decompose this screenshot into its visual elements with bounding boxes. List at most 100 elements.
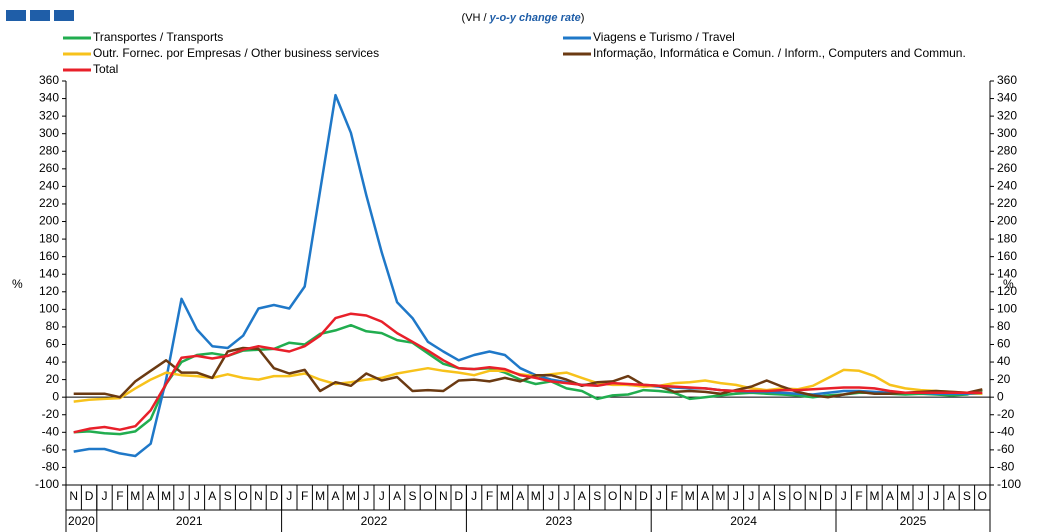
y-tick-label: 200: [39, 214, 59, 228]
x-tick-label: A: [763, 489, 771, 503]
y2-tick-label: 100: [997, 302, 1017, 316]
x-tick-label: D: [824, 489, 833, 503]
year-label: 2023: [545, 514, 572, 528]
x-tick-label: J: [194, 489, 200, 503]
y-tick-label: 40: [46, 354, 60, 368]
y2-tick-label: -80: [997, 460, 1015, 474]
y2-tick-label: 120: [997, 284, 1017, 298]
y2-tick-label: 220: [997, 196, 1017, 210]
subtitle-part: (VH /: [462, 12, 490, 24]
y2-tick-label: 160: [997, 249, 1017, 263]
x-tick-label: M: [870, 489, 880, 503]
y2-tick-label: -100: [997, 477, 1021, 491]
x-tick-label: S: [778, 489, 786, 503]
x-tick-label: A: [147, 489, 155, 503]
x-tick-label: A: [208, 489, 216, 503]
y2-tick-label: 140: [997, 266, 1017, 280]
y-tick-label: -60: [42, 442, 60, 456]
x-tick-label: J: [656, 489, 662, 503]
y2-tick-label: 280: [997, 143, 1017, 157]
y2-tick-label: 180: [997, 231, 1017, 245]
x-tick-label: A: [393, 489, 401, 503]
x-tick-label: M: [531, 489, 541, 503]
x-tick-label: F: [855, 489, 862, 503]
x-tick-label: S: [408, 489, 416, 503]
x-tick-label: M: [161, 489, 171, 503]
x-tick-label: J: [102, 489, 108, 503]
y-tick-label: 60: [46, 337, 60, 351]
y-tick-label: 320: [39, 108, 59, 122]
x-tick-label: F: [671, 489, 678, 503]
x-tick-label: M: [130, 489, 140, 503]
series-line: [73, 323, 983, 436]
x-tick-label: A: [701, 489, 709, 503]
y-tick-label: 140: [39, 266, 59, 280]
y-tick-label: -80: [42, 460, 60, 474]
year-label: 2024: [730, 514, 757, 528]
y2-axis-label: %: [1003, 277, 1014, 291]
x-tick-label: A: [947, 489, 955, 503]
year-label: 2025: [900, 514, 927, 528]
y-tick-label: 80: [46, 319, 60, 333]
chart-subtitle: (VH / y-o-y change rate): [462, 12, 585, 24]
y2-tick-label: 260: [997, 161, 1017, 175]
x-tick-label: S: [224, 489, 232, 503]
x-tick-label: D: [85, 489, 94, 503]
x-tick-label: D: [270, 489, 279, 503]
x-tick-label: J: [379, 489, 385, 503]
y-tick-label: -100: [35, 477, 59, 491]
y-tick-label: -20: [42, 407, 60, 421]
legend-label: Total: [93, 62, 118, 76]
x-tick-label: F: [116, 489, 123, 503]
y-tick-label: 260: [39, 161, 59, 175]
x-tick-label: M: [346, 489, 356, 503]
x-tick-label: S: [963, 489, 971, 503]
x-tick-label: F: [301, 489, 308, 503]
legend-label: Outr. Fornec. por Empresas / Other busin…: [93, 46, 379, 60]
y2-tick-label: -60: [997, 442, 1015, 456]
x-tick-label: S: [593, 489, 601, 503]
y-tick-label: 220: [39, 196, 59, 210]
x-tick-label: D: [639, 489, 648, 503]
x-tick-label: O: [238, 489, 247, 503]
logo-block: [6, 10, 26, 21]
y-tick-label: 20: [46, 372, 60, 386]
x-tick-label: J: [286, 489, 292, 503]
y-tick-label: 360: [39, 73, 59, 87]
y2-tick-label: 0: [997, 389, 1004, 403]
y-tick-label: 0: [52, 389, 59, 403]
x-tick-label: J: [471, 489, 477, 503]
x-tick-label: J: [363, 489, 369, 503]
y2-tick-label: 20: [997, 372, 1011, 386]
subtitle-part: ): [581, 12, 585, 24]
x-tick-label: O: [608, 489, 617, 503]
x-tick-label: J: [918, 489, 924, 503]
year-label: 2020: [68, 514, 95, 528]
x-tick-label: A: [578, 489, 586, 503]
x-tick-label: M: [900, 489, 910, 503]
x-tick-label: M: [500, 489, 510, 503]
series-line: [73, 366, 983, 403]
y2-tick-label: 240: [997, 179, 1017, 193]
x-tick-label: J: [179, 489, 185, 503]
x-tick-label: F: [486, 489, 493, 503]
y2-tick-label: 300: [997, 126, 1017, 140]
y-tick-label: 180: [39, 231, 59, 245]
x-tick-label: J: [548, 489, 554, 503]
y2-tick-label: 60: [997, 337, 1011, 351]
x-tick-label: N: [439, 489, 448, 503]
x-tick-label: J: [933, 489, 939, 503]
year-label: 2022: [361, 514, 388, 528]
x-tick-label: A: [886, 489, 894, 503]
y2-tick-label: 360: [997, 73, 1017, 87]
y-tick-label: 340: [39, 91, 59, 105]
y2-tick-label: -20: [997, 407, 1015, 421]
y-tick-label: 300: [39, 126, 59, 140]
logo-block: [30, 10, 50, 21]
series-line: [73, 93, 983, 458]
y2-tick-label: 80: [997, 319, 1011, 333]
x-tick-label: M: [685, 489, 695, 503]
x-tick-label: O: [793, 489, 802, 503]
y-tick-label: -40: [42, 424, 60, 438]
y2-tick-label: -40: [997, 424, 1015, 438]
